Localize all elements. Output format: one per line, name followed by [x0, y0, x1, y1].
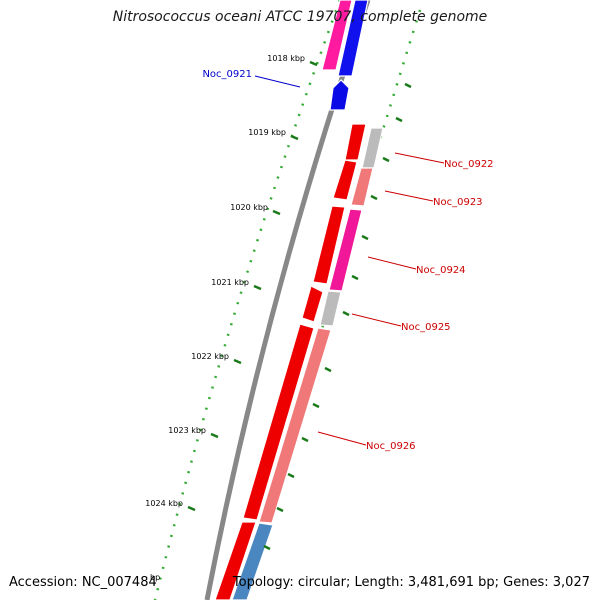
feature-noc0923 — [350, 167, 374, 207]
feature-red-long — [242, 323, 315, 521]
feature-red-4 — [301, 285, 324, 323]
callout-line — [394, 152, 445, 164]
inner-dotted-ring — [153, 0, 342, 600]
tick-label: 1022 kbp — [191, 352, 229, 361]
minor-tick — [324, 366, 332, 373]
topology-summary: Topology: circular; Length: 3,481,691 bp… — [232, 575, 590, 590]
callout-line — [254, 75, 301, 88]
feature-noc0922 — [361, 127, 384, 169]
unit-label: bp — [150, 573, 161, 582]
tick-mark — [210, 432, 219, 439]
feature-noc0926 — [258, 327, 332, 524]
tick-mark — [233, 358, 242, 365]
feature-noc0925 — [319, 290, 342, 327]
gene-label-noc_0923[interactable]: Noc_0923 — [433, 197, 483, 208]
minor-tick — [404, 82, 412, 89]
feature-red-1 — [344, 123, 367, 161]
minor-tick — [342, 310, 350, 317]
genome-title: Nitrosococcus oceani ATCC 19707, complet… — [112, 9, 488, 25]
callout-line — [317, 431, 367, 446]
tick-label: 1018 kbp — [267, 54, 305, 63]
minor-tick — [351, 274, 359, 281]
feature-noc0924 — [328, 208, 363, 292]
gene-label-noc_0925[interactable]: Noc_0925 — [401, 322, 451, 333]
minor-tick — [312, 402, 320, 409]
minor-tick — [263, 544, 271, 551]
tick-label: 1019 kbp — [248, 128, 286, 137]
gene-label-noc_0921[interactable]: Noc_0921 — [202, 69, 252, 80]
callout-line — [384, 190, 434, 202]
gene-callouts: Noc_0921 Noc_0922 Noc_0923 Noc_0924 Noc_0925… — [202, 69, 493, 452]
feature-red-bottom — [214, 521, 257, 600]
minor-tick — [276, 506, 284, 513]
tick-mark — [290, 134, 299, 141]
minor-tick — [395, 116, 403, 123]
minor-tick — [301, 436, 309, 443]
minor-tick — [287, 472, 295, 479]
tick-label: 1020 kbp — [230, 203, 268, 212]
tick-label: 1023 kbp — [168, 426, 206, 435]
accession-label: Accession: NC_007484 — [9, 575, 157, 590]
tick-mark — [187, 505, 196, 512]
feature-pink-top — [321, 0, 353, 71]
tick-mark — [309, 60, 318, 67]
feature-noc0921 — [329, 79, 350, 111]
callout-line — [367, 256, 417, 270]
feature-blue-bottom — [231, 522, 274, 600]
tick-mark — [272, 209, 281, 216]
feature-blue-top — [337, 0, 369, 77]
tick-marks: 1018 kbp 1019 kbp 1020 kbp 1021 kbp 1022 kbp… — [145, 54, 412, 551]
minor-tick — [361, 234, 369, 241]
tick-label: 1021 kbp — [211, 278, 249, 287]
minor-tick — [382, 156, 390, 163]
gene-features — [214, 0, 384, 600]
gene-label-noc_0926[interactable]: Noc_0926 — [366, 441, 416, 452]
tick-label: 1024 kbp — [145, 499, 183, 508]
feature-red-3 — [312, 205, 346, 285]
callout-line — [351, 313, 402, 327]
tick-mark — [253, 284, 262, 291]
minor-tick — [370, 194, 378, 201]
gene-label-noc_0922[interactable]: Noc_0922 — [444, 159, 494, 170]
feature-red-2 — [332, 159, 358, 201]
gene-label-noc_0924[interactable]: Noc_0924 — [416, 265, 466, 276]
